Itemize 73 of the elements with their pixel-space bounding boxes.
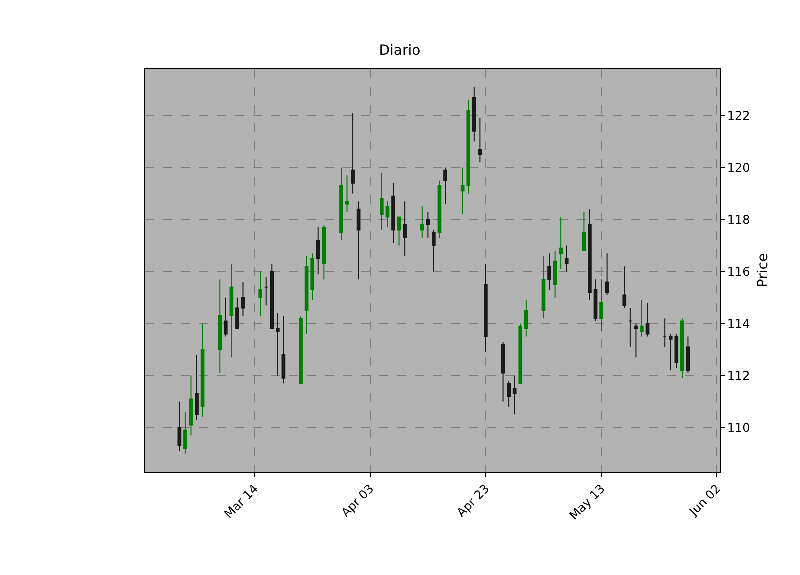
y-tick-label: 120: [727, 161, 750, 175]
candlestick: [622, 266, 627, 309]
candlestick: [392, 182, 396, 244]
y-tick-label: 110: [727, 421, 750, 435]
candlestick: [380, 172, 384, 231]
candlestick: [524, 300, 528, 338]
candlestick: [310, 253, 314, 301]
candlestick: [426, 212, 430, 238]
candlestick: [397, 216, 402, 246]
x-tick-label: Mar 14: [222, 482, 262, 522]
candlestick: [189, 375, 194, 436]
candlestick: [224, 297, 228, 338]
candlestick: [553, 250, 558, 298]
candlestick: [356, 201, 361, 280]
candlestick: [236, 297, 240, 330]
candlestick: [276, 312, 280, 376]
y-tick-label: 114: [727, 317, 750, 331]
candlestick: [200, 323, 205, 418]
candlestick: [282, 316, 286, 384]
candlestick: [634, 323, 638, 358]
candlestick: [478, 118, 482, 164]
candlestick: [628, 308, 632, 348]
x-tick-label: Jun 02: [686, 482, 724, 520]
y-tick-label: 116: [727, 265, 750, 279]
candlestick: [403, 201, 407, 257]
candlestick: [582, 212, 586, 252]
candlestick: [680, 318, 684, 379]
candlestick: [484, 264, 488, 353]
candlestick: [184, 412, 188, 454]
candlestick: [230, 264, 234, 358]
candlestick: [304, 256, 309, 335]
candlestick: [594, 279, 598, 322]
candlestick: [542, 256, 546, 320]
candlestick: [646, 302, 650, 338]
candlestick: [444, 167, 448, 205]
candlestick: [507, 380, 511, 408]
x-tick-label: Apr 03: [338, 482, 377, 520]
candlestick: [241, 282, 246, 316]
candlestick: [438, 180, 442, 238]
candlestick: [178, 401, 182, 452]
candlestick: [605, 253, 610, 296]
candlestick: [218, 279, 222, 374]
y-tick-label: 118: [727, 213, 750, 227]
candlestick: [322, 224, 326, 280]
x-tick-label: Apr 23: [454, 482, 492, 520]
candlestick: [588, 208, 592, 301]
candlestick: [258, 271, 262, 316]
candlestick: [600, 279, 604, 332]
candlestick: [518, 323, 523, 384]
candlestick: [686, 336, 690, 374]
candlestick: [640, 300, 644, 338]
candlestick: [264, 276, 268, 306]
y-tick-label: 112: [727, 369, 750, 383]
candlestick: [195, 354, 199, 420]
candlestick: [548, 253, 552, 290]
candlestick: [299, 316, 303, 384]
candlestick: [316, 227, 320, 275]
candlestick: [512, 375, 517, 416]
y-tick-label: 122: [727, 109, 750, 123]
candlestick: [432, 230, 436, 272]
y-axis-title: Price: [756, 253, 772, 288]
candlestick: [501, 342, 506, 402]
candlestick: [472, 86, 476, 142]
chart-title: Diario: [379, 43, 421, 59]
candlestick: [564, 245, 569, 272]
candlestick: [340, 167, 344, 242]
candlestick: [420, 206, 424, 238]
candlestick: [351, 112, 355, 194]
candlestick: [345, 175, 350, 212]
candlestick: [559, 216, 563, 270]
candlestick: [270, 264, 274, 330]
candlestick: [663, 318, 668, 348]
candlestick: [386, 201, 390, 228]
